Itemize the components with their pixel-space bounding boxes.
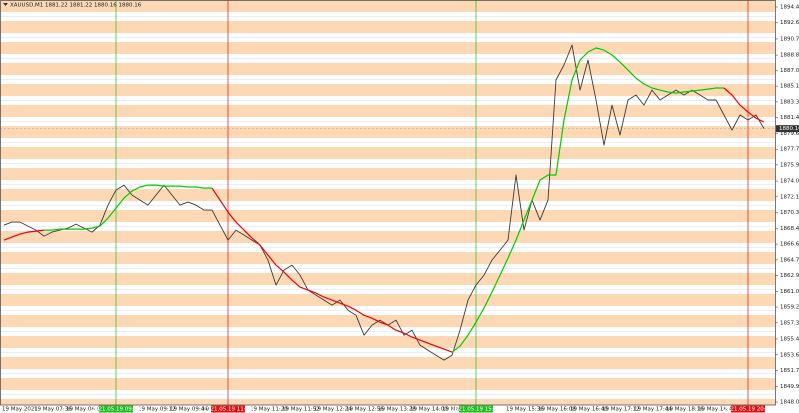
y-tick-label: 1861.05: [780, 289, 799, 295]
price-line: [3, 44, 765, 361]
menu-arrow: [3, 3, 8, 6]
y-tick-label: 1885.15: [780, 84, 799, 90]
y-tick-label: 1883.3: [780, 99, 799, 105]
x-highlight-bg: [459, 405, 493, 413]
x-tick-label: 19 May 18:48: [698, 407, 736, 413]
chart-title: XAUUSD,M1 1881.22 1881.22 1880.16 1880.1…: [10, 3, 142, 9]
plot-background: [0, 0, 775, 405]
x-tick-label: 19 May 09:44: [170, 407, 208, 413]
x-tick-label: 19 May 2021: [2, 407, 38, 413]
x-highlight-bg: [99, 405, 133, 413]
y-tick-label: 1857.35: [780, 320, 799, 326]
x-tick-label: 19 May 08:08: [66, 407, 104, 413]
ma-line: [44, 47, 724, 353]
x-tick-label: 19 May 07:36: [34, 407, 72, 413]
y-tick-label: 1872.15: [780, 194, 799, 200]
y-tick-label: 1855.45: [780, 337, 799, 343]
x-tick-label: 19 May 14:: [442, 407, 473, 413]
x-tick-label: 19 May 16:40: [570, 407, 608, 413]
y-tick-label: 1894.45: [780, 4, 799, 10]
x-tick-label: 19 May 11:52: [282, 407, 320, 413]
x-tick-label: 19 May 17:12: [602, 407, 640, 413]
y-tick-label: 1875.90: [780, 162, 799, 168]
y-tick-label: 1890.70: [780, 36, 799, 42]
current-price-bg: [776, 125, 799, 133]
y-tick-label: 1877.75: [780, 147, 799, 153]
x-tick-label: 19 May 13:28: [378, 407, 416, 413]
x-tick-label: 19 May 16:08: [538, 407, 576, 413]
y-tick-label: 1862.90: [780, 273, 799, 279]
y-tick-label: 1866.60: [780, 242, 799, 248]
y-tick-label: 1851.75: [780, 368, 799, 374]
x-highlight-label: 2021.05.19 09:00: [91, 407, 141, 413]
y-tick-label: 1870.30: [780, 210, 799, 216]
y-tick-label: 1879.60: [780, 131, 799, 137]
y-tick-label: 1868.45: [780, 226, 799, 232]
x-tick-label: 19 May 12:56: [346, 407, 384, 413]
y-tick-label: 1874.00: [780, 179, 799, 185]
x-tick-label: 19 May 15:36: [506, 407, 544, 413]
x-highlight-label: 2021.05.19 15:00: [451, 407, 501, 413]
x-tick-label: 19 May 18:16: [666, 407, 704, 413]
x-highlight-label: 2021.05.19 20:00: [723, 407, 773, 413]
x-highlight-label: 2021.05.19 11:00: [203, 407, 253, 413]
current-price-label: 1880.16: [779, 126, 799, 132]
y-tick-label: 1888.80: [780, 53, 799, 59]
y-tick-label: 1892.60: [780, 20, 799, 26]
x-tick-label: 19 May 11:20: [250, 407, 288, 413]
y-tick-label: 1848.05: [780, 400, 799, 406]
y-tick-label: 1859.20: [780, 305, 799, 311]
x-highlight-bg: [731, 405, 765, 413]
y-tick-label: 1853.60: [780, 352, 799, 358]
x-tick-label: 19 May 12:24: [314, 407, 352, 413]
y-tick-label: 1887.00: [780, 68, 799, 74]
x-tick-label: 19 May 14:00: [410, 407, 448, 413]
x-tick-label: 19 May 09:12: [138, 407, 176, 413]
y-tick-label: 1849.90: [780, 384, 799, 390]
y-tick-label: 1881.45: [780, 115, 799, 121]
x-tick-label: 19 May 17:44: [634, 407, 672, 413]
x-highlight-bg: [211, 405, 245, 413]
y-tick-label: 1864.75: [780, 257, 799, 263]
ma-line: [3, 87, 765, 353]
plot-frame: [0, 0, 776, 406]
